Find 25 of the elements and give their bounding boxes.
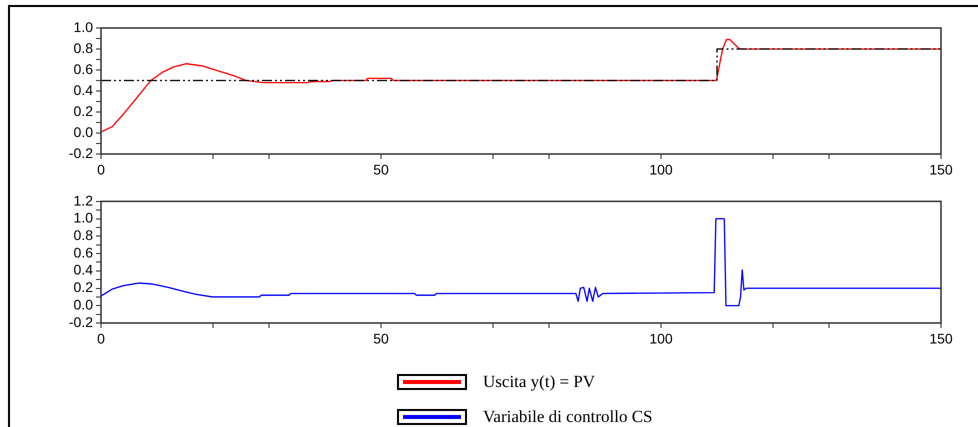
x-tick-label: 100: [649, 330, 673, 346]
x-tick-label: 100: [649, 161, 673, 178]
y-tick-label: 1.2: [74, 192, 94, 208]
legend-label: Variabile di controllo CS: [483, 406, 653, 426]
y-tick-label: 0.6: [74, 60, 94, 77]
y-tick-label: 0.4: [74, 262, 94, 278]
x-tick-label: 0: [97, 330, 106, 346]
y-tick-label: 1.0: [74, 18, 94, 35]
y-tick-label: 0.4: [74, 82, 94, 98]
y-tick-label: 0.2: [74, 102, 94, 119]
y-tick-label: 0.6: [74, 244, 94, 260]
x-tick-label: 50: [373, 330, 389, 346]
x-tick-label: 0: [97, 161, 106, 178]
y-tick-label: 0.0: [74, 296, 94, 312]
x-tick-label: 50: [373, 161, 389, 178]
y-tick-label: 0.0: [74, 124, 94, 140]
legend-label: Uscita y(t) = PV: [483, 372, 596, 392]
y-tick-label: 0.8: [74, 40, 94, 56]
y-tick-label: 0.8: [74, 227, 94, 243]
y-tick-label: -0.2: [68, 144, 94, 161]
y-tick-label: -0.2: [68, 314, 94, 330]
y-tick-label: 1.0: [74, 210, 94, 226]
x-tick-label: 150: [929, 161, 953, 178]
x-tick-label: 150: [929, 330, 953, 346]
y-tick-label: 0.2: [74, 279, 94, 296]
